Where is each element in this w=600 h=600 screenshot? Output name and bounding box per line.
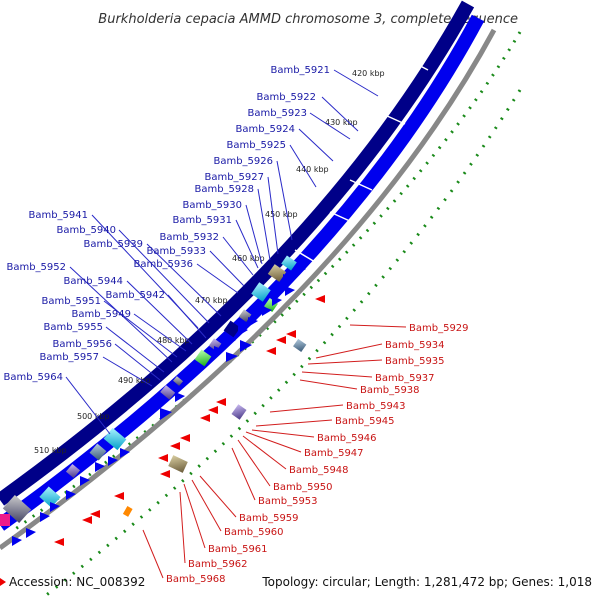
kbp-tick-label: 460 kbp [232, 254, 265, 263]
gene-label: Bamb_5962 [188, 559, 248, 570]
gene-label: Bamb_5942 [105, 290, 165, 301]
gene-label: Bamb_5923 [247, 108, 307, 119]
backbone-ring [0, 28, 497, 551]
gene-label: Bamb_5940 [56, 225, 116, 236]
gene-label: Bamb_5928 [194, 184, 254, 195]
kbp-ticks: 420 kbp 430 kbp 440 kbp 450 kbp 460 kbp … [34, 69, 385, 455]
gene-label: Bamb_5937 [375, 373, 435, 384]
gene-label: Bamb_5945 [335, 416, 395, 427]
gene-label: Bamb_5938 [360, 385, 420, 396]
gene-label: Bamb_5959 [239, 513, 299, 524]
kbp-tick-label: 500 kbp [77, 412, 110, 421]
gene-label: Bamb_5968 [166, 574, 226, 585]
gene-label: Bamb_5941 [28, 210, 88, 221]
gene-label: Bamb_5930 [182, 200, 242, 211]
gene-label: Bamb_5925 [226, 140, 286, 151]
forward-arrows [12, 265, 306, 546]
gene-label: Bamb_5934 [385, 340, 445, 351]
kbp-tick-label: 420 kbp [352, 69, 385, 78]
forward-gene-ring-outer [0, 0, 475, 506]
gene-label: Bamb_5936 [133, 259, 193, 270]
gene-label: Bamb_5948 [289, 465, 349, 476]
gene-label: Bamb_5956 [52, 339, 112, 350]
gene-label: Bamb_5951 [41, 296, 101, 307]
inner-dotted-ring [39, 89, 522, 600]
gene-label: Bamb_5957 [39, 352, 99, 363]
gene-label: Bamb_5929 [409, 323, 469, 334]
kbp-tick-label: 470 kbp [195, 296, 228, 305]
gene-label: Bamb_5935 [385, 356, 445, 367]
gene-label: Bamb_5964 [3, 372, 63, 383]
map-title: Burkholderia cepacia AMMD chromosome 3, … [98, 12, 518, 27]
gene-label: Bamb_5947 [304, 448, 364, 459]
kbp-tick-label: 490 kbp [118, 376, 151, 385]
gene-label: Bamb_5933 [146, 246, 206, 257]
gene-label: Bamb_5943 [346, 401, 406, 412]
gene-label: Bamb_5926 [213, 156, 273, 167]
gene-label: Bamb_5953 [258, 496, 318, 507]
gene-label: Bamb_5924 [235, 124, 295, 135]
kbp-tick-label: 480 kbp [157, 336, 190, 345]
reverse-arrows [54, 295, 325, 546]
gene-label: Bamb_5927 [204, 172, 264, 183]
gene-label: Bamb_5949 [71, 309, 131, 320]
blue-gene-labels: Bamb_5921 Bamb_5922 Bamb_5923 Bamb_5924 … [3, 65, 330, 383]
gene-label: Bamb_5955 [43, 322, 103, 333]
gene-label: Bamb_5960 [224, 527, 284, 538]
gene-label: Bamb_5946 [317, 433, 377, 444]
gene-label: Bamb_5944 [63, 276, 123, 287]
accession-marker [0, 578, 6, 586]
red-leader-lines [142, 324, 407, 579]
gene-label: Bamb_5932 [159, 232, 219, 243]
kbp-tick-label: 440 kbp [296, 165, 329, 174]
gene-label: Bamb_5961 [208, 544, 268, 555]
blue-leader-lines [65, 69, 379, 435]
kbp-tick-label: 510 kbp [34, 446, 67, 455]
gene-label: Bamb_5922 [256, 92, 316, 103]
kbp-tick-label: 430 kbp [325, 118, 358, 127]
red-gene-labels: Bamb_5929 Bamb_5934 Bamb_5935 Bamb_5937 … [166, 323, 469, 585]
kbp-tick-label: 450 kbp [265, 210, 298, 219]
gene-separators [294, 59, 429, 263]
outer-dotted-ring [13, 31, 522, 532]
accession-text: Accession: NC_008392 [9, 575, 145, 589]
gene-label: Bamb_5950 [273, 482, 333, 493]
topology-summary: Topology: circular; Length: 1,281,472 bp… [261, 575, 592, 589]
gene-label: Bamb_5939 [83, 239, 143, 250]
gene-label: Bamb_5952 [6, 262, 66, 273]
feature-blocks [0, 255, 307, 526]
gene-label: Bamb_5931 [172, 215, 232, 226]
gene-label: Bamb_5921 [270, 65, 330, 76]
